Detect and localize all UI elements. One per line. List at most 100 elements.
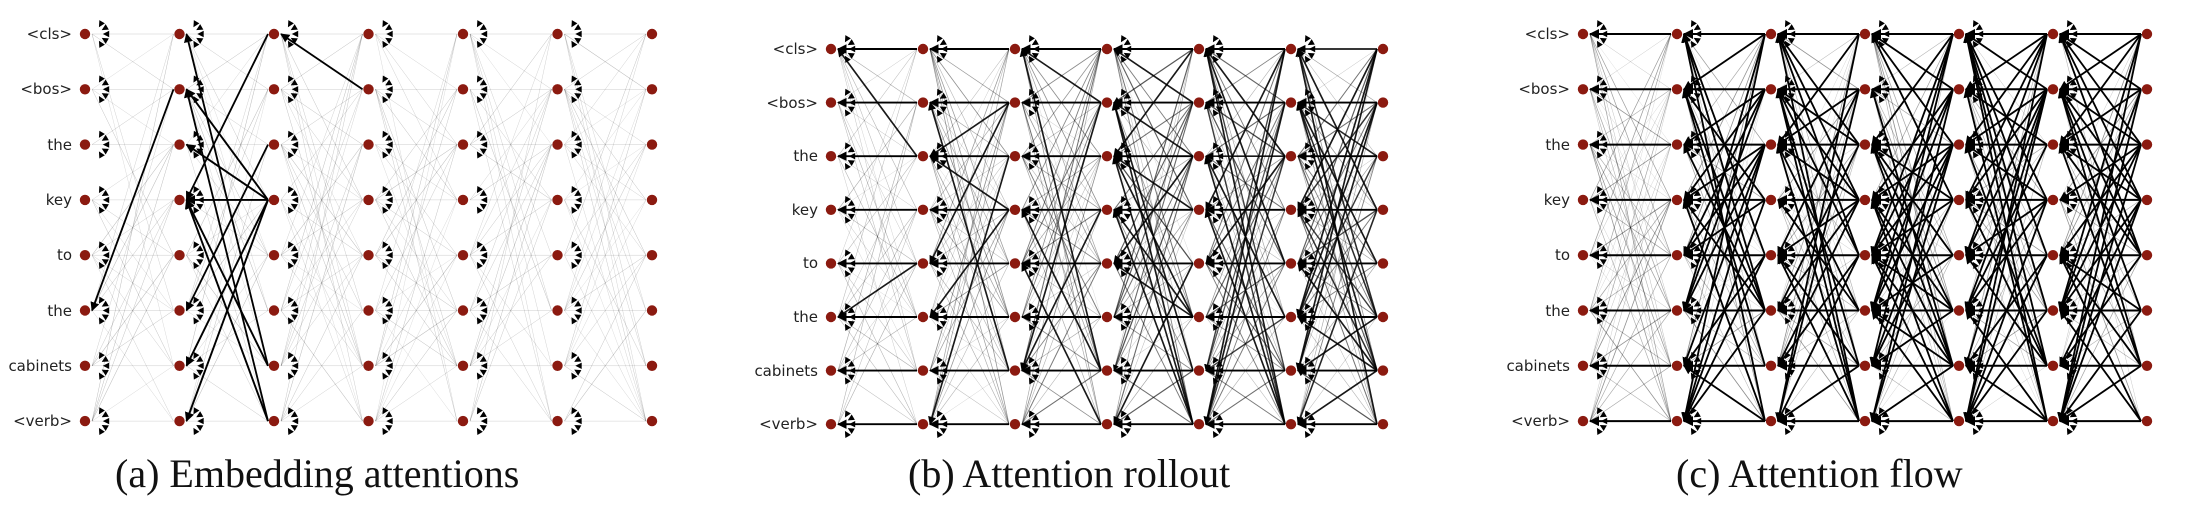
attention-edge: [469, 33, 552, 145]
token-node: [646, 305, 658, 316]
attention-edge: [2057, 33, 2142, 312]
token-label: the: [793, 308, 818, 326]
arrowhead: [1972, 75, 1979, 83]
token-node: [646, 194, 658, 206]
token-node: [1953, 415, 1965, 427]
arrowhead: [1215, 414, 1223, 421]
arrowhead: [1031, 199, 1039, 206]
arrowhead: [1878, 407, 1885, 415]
arrowhead: [98, 317, 105, 325]
arrowhead: [1784, 317, 1791, 325]
arrowhead: [385, 134, 393, 141]
arrowhead: [290, 314, 298, 321]
arrowhead: [1600, 86, 1608, 93]
arrowhead: [1788, 30, 1796, 38]
arrowhead: [1690, 206, 1697, 214]
token-node: [1101, 258, 1113, 269]
token-node: [2141, 84, 2153, 95]
attention-edge: [469, 199, 552, 366]
arrowhead: [1596, 241, 1603, 249]
arrowhead: [197, 307, 204, 314]
token-node: [79, 84, 91, 95]
arrowhead: [287, 372, 294, 380]
arrowhead: [575, 86, 582, 93]
arrowhead: [1304, 377, 1311, 385]
arrowhead: [1972, 20, 1979, 28]
arrowhead: [287, 20, 294, 28]
arrowhead: [1690, 130, 1697, 138]
token-node: [79, 360, 91, 371]
arrowhead: [197, 141, 204, 148]
arrowhead: [2066, 206, 2073, 214]
arrowhead: [1972, 96, 1979, 104]
token-node: [457, 28, 469, 40]
arrowhead: [1972, 40, 1979, 48]
token-node: [1193, 204, 1205, 215]
attention-edge: [1777, 89, 1860, 201]
arrowhead: [1972, 372, 1979, 380]
arrowhead: [1690, 317, 1697, 325]
arrowhead: [479, 24, 487, 31]
arrowhead: [844, 162, 851, 171]
arrowhead: [844, 55, 851, 63]
attention-edge: [564, 310, 647, 422]
arrowhead: [1124, 153, 1132, 160]
token-label: to: [802, 254, 818, 273]
attention-edge: [469, 33, 552, 90]
token-node: [1859, 360, 1871, 371]
arrowhead: [291, 30, 299, 38]
attention-edge: [1205, 48, 1286, 211]
arrowhead: [382, 130, 389, 138]
attention-edge: [1297, 48, 1378, 157]
arrowhead: [1031, 320, 1039, 327]
arrowhead: [1788, 307, 1796, 314]
token-node: [917, 419, 929, 430]
arrowhead: [2066, 40, 2073, 48]
arrowhead: [1028, 323, 1035, 331]
attention-edge: [469, 89, 552, 311]
graph-embedding-attentions: [79, 20, 658, 435]
token-node: [1953, 28, 1965, 40]
arrowhead: [1596, 351, 1603, 360]
arrowhead: [2066, 186, 2073, 194]
arrowhead: [571, 351, 578, 360]
arrowhead: [1124, 260, 1132, 267]
arrowhead: [196, 424, 204, 431]
arrowhead: [382, 317, 389, 325]
arrowhead: [1975, 300, 1983, 307]
arrowhead: [1878, 317, 1885, 325]
token-label: to: [56, 246, 72, 265]
arrowhead: [1216, 206, 1224, 213]
arrowhead: [1304, 303, 1311, 311]
arrowhead: [290, 148, 298, 155]
arrowhead: [1215, 213, 1223, 220]
token-node: [1953, 360, 1965, 371]
attention-edge: [1021, 48, 1102, 157]
arrowhead: [1120, 216, 1127, 224]
arrowhead: [193, 130, 200, 138]
arrowhead: [2069, 148, 2077, 155]
attention-edge: [375, 89, 458, 201]
arrowhead: [193, 206, 200, 214]
arrowhead: [476, 372, 483, 380]
attention-edge: [837, 209, 918, 318]
arrowhead: [1784, 206, 1791, 214]
arrowhead: [386, 417, 393, 425]
arrowhead: [1690, 372, 1697, 380]
arrowhead: [386, 196, 393, 204]
arrowhead: [1972, 241, 1979, 249]
arrowhead: [101, 411, 109, 418]
attention-edge: [1296, 209, 1378, 425]
arrowhead: [1599, 134, 1607, 141]
attention-edge: [375, 144, 458, 422]
arrowhead: [98, 75, 105, 83]
token-node: [1953, 194, 1965, 206]
arrowhead: [1784, 40, 1791, 48]
arrowhead: [1304, 35, 1311, 43]
token-node: [646, 139, 658, 150]
token-node: [917, 311, 929, 323]
arrowhead: [1787, 369, 1795, 376]
arrowhead: [2069, 245, 2077, 252]
arrowhead: [386, 141, 393, 148]
arrowhead: [1694, 141, 1702, 148]
